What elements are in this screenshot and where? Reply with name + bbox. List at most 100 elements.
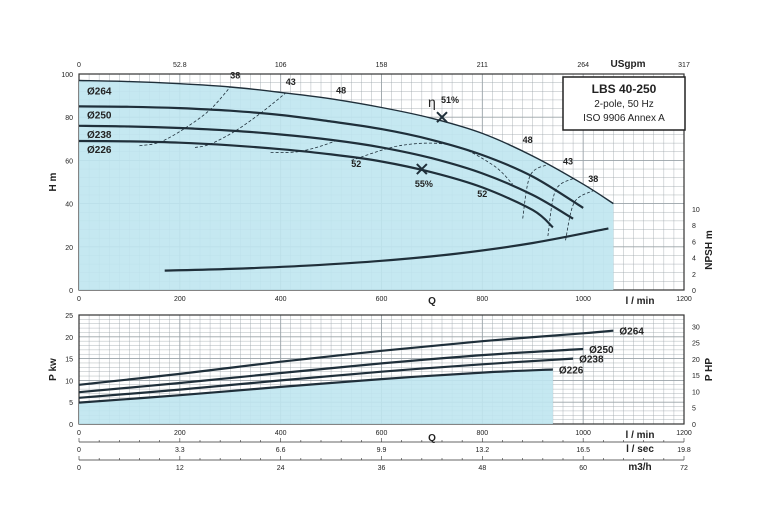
efficiency-label: 48 — [523, 135, 533, 145]
head-curve — [78, 139, 554, 229]
power-y2-axis-label: P HP — [704, 358, 715, 381]
model-standard: ISO 9906 Annex A — [583, 113, 665, 124]
x-tick-label: 1000 — [575, 296, 591, 303]
power-curve — [78, 329, 614, 386]
unit-tick-label: 60 — [579, 465, 587, 472]
y-axis-label: H m — [48, 172, 59, 191]
x-tick-label: 200 — [174, 296, 186, 303]
efficiency-curve — [547, 178, 574, 237]
power-impeller-label: Ø250 — [589, 345, 614, 356]
power-y-tick-label: 10 — [65, 378, 73, 385]
power-y2-tick-label: 15 — [692, 373, 700, 380]
y2-tick-label: 0 — [692, 288, 696, 295]
unit-tick-label: 36 — [378, 465, 386, 472]
operating-range-fill — [79, 80, 614, 290]
power-y2-tick-label: 25 — [692, 341, 700, 348]
impeller-label: Ø226 — [87, 145, 112, 156]
efficiency-label: 43 — [286, 77, 296, 87]
power-curve — [78, 357, 574, 399]
efficiency-curve — [565, 190, 594, 241]
y2-tick-label: 10 — [692, 207, 700, 214]
unit-tick-label: 0 — [77, 430, 81, 437]
unit-tick-label: 72 — [680, 465, 688, 472]
x-tick-label: 800 — [476, 296, 488, 303]
unit-tick-label: 48 — [478, 465, 486, 472]
unit-tick-label: 600 — [376, 430, 388, 437]
head-plot-shading — [79, 80, 614, 290]
x-axis-label: Q — [428, 296, 436, 307]
unit-tick-label: 24 — [277, 465, 285, 472]
impeller-label: Ø238 — [87, 130, 112, 141]
unit-tick-label: 400 — [275, 430, 287, 437]
y2-tick-label: 6 — [692, 239, 696, 246]
unit-label: l / sec — [626, 444, 654, 455]
power-x-axis-label: Q — [428, 433, 436, 444]
unit-tick-label: 0 — [77, 465, 81, 472]
power-y2-tick-label: 20 — [692, 357, 700, 364]
best-efficiency-marker — [416, 163, 428, 175]
efficiency-label: 48 — [336, 85, 346, 95]
power-y2-tick-label: 5 — [692, 406, 696, 413]
best-efficiency-label: 55% — [415, 179, 433, 189]
unit-tick-label: 0 — [77, 447, 81, 454]
model-title: LBS 40-250 — [592, 82, 657, 96]
unit-tick-label: 12 — [176, 465, 184, 472]
y-tick-label: 20 — [65, 245, 73, 252]
top-tick-label: 211 — [477, 62, 488, 69]
best-efficiency-label: 51% — [441, 95, 459, 105]
power-impeller-label: Ø238 — [579, 355, 604, 366]
best-efficiency-marker — [436, 111, 448, 123]
efficiency-label: 43 — [563, 157, 573, 167]
power-y2-tick-label: 30 — [692, 324, 700, 331]
top-tick-label: 158 — [376, 62, 388, 69]
y-tick-label: 80 — [65, 115, 73, 122]
unit-tick-label: 1200 — [676, 430, 692, 437]
efficiency-curve — [139, 86, 231, 147]
top-tick-label: 106 — [275, 62, 287, 69]
x-unit-label: l / min — [626, 296, 655, 307]
x-tick-label: 400 — [275, 296, 287, 303]
unit-tick-label: 13.2 — [476, 447, 490, 454]
power-impeller-label: Ø226 — [559, 366, 584, 377]
head-curves — [78, 79, 614, 272]
unit-tick-label: 800 — [476, 430, 488, 437]
y2-axis-label: NPSH m — [704, 230, 715, 270]
efficiency-curve — [522, 164, 549, 219]
power-impeller-label: Ø264 — [619, 327, 644, 338]
unit-tick-label: 6.6 — [276, 447, 286, 454]
x-tick-label: 1200 — [676, 296, 692, 303]
unit-label: m3/h — [628, 462, 651, 473]
head-curve — [78, 105, 584, 209]
npsh-curve — [164, 227, 609, 272]
power-y-axis-label: P kw — [48, 358, 59, 381]
top-tick-label: 52.8 — [173, 62, 187, 69]
power-y-tick-label: 20 — [65, 335, 73, 342]
power-range-fill — [79, 369, 553, 424]
y-tick-label: 40 — [65, 202, 73, 209]
y2-tick-label: 2 — [692, 272, 696, 279]
y2-tick-label: 4 — [692, 256, 696, 263]
top-unit-label: USgpm — [611, 59, 646, 70]
y-tick-label: 100 — [61, 72, 73, 79]
impeller-label: Ø250 — [87, 110, 112, 121]
unit-label: l / min — [626, 430, 655, 441]
unit-tick-label: 16.5 — [576, 447, 590, 454]
efficiency-label: 38 — [588, 174, 598, 184]
power-y-tick-label: 25 — [65, 313, 73, 320]
model-info-frame — [562, 76, 686, 131]
power-y2-tick-label: 10 — [692, 389, 700, 396]
efficiency-label: 52 — [351, 159, 361, 169]
unit-tick-label: 1000 — [575, 430, 591, 437]
power-y-tick-label: 0 — [69, 422, 73, 429]
model-info-box: LBS 40-250 2-pole, 50 Hz ISO 9906 Annex … — [562, 76, 686, 131]
head-curve — [78, 124, 574, 220]
efficiency-curve — [270, 140, 337, 153]
unit-tick-label: 19.8 — [677, 447, 691, 454]
top-tick-label: 264 — [577, 62, 589, 69]
x-tick-label: 600 — [376, 296, 388, 303]
unit-tick-label: 9.9 — [377, 447, 387, 454]
power-curve — [78, 347, 584, 394]
